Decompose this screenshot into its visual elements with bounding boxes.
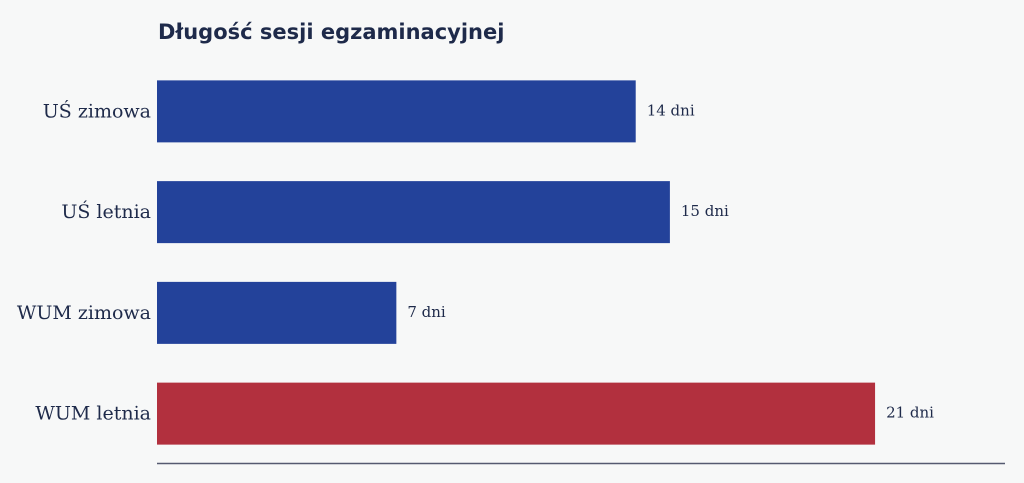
category-label: WUM letnia [35,403,151,425]
bar [157,281,397,344]
chart-title: Długość sesji egzaminacyjnej [158,20,504,44]
bar [157,382,876,445]
value-label: 7 dni [407,303,446,321]
bar [157,80,636,143]
value-label: 21 dni [886,404,934,422]
value-label: 14 dni [647,101,695,119]
category-label: UŚ letnia [61,200,151,223]
value-label: 15 dni [681,202,729,220]
category-label: WUM zimowa [17,302,151,324]
category-label: UŚ zimowa [43,99,151,122]
bar [157,181,670,244]
